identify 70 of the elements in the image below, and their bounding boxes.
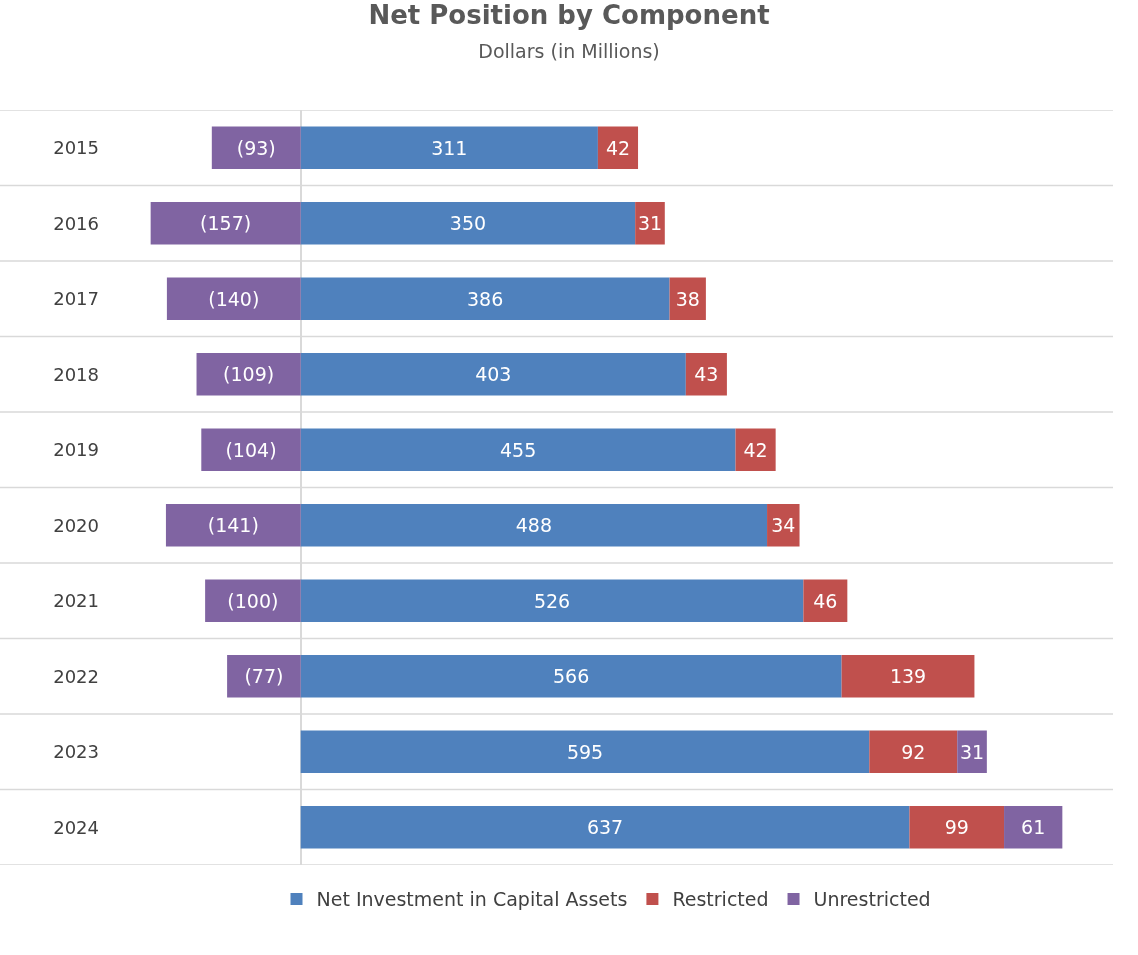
data-label: 139 (889, 665, 927, 688)
chart-subtitle: Dollars (in Millions) (478, 39, 660, 62)
y-tick-label: 2016 (53, 212, 99, 234)
y-tick-label: 2021 (53, 590, 99, 612)
y-tick-label: 2024 (53, 816, 99, 838)
data-label: (157) (200, 212, 252, 235)
bar (227, 655, 301, 698)
data-label: 526 (533, 589, 571, 612)
data-label: (140) (208, 287, 260, 310)
data-label: 311 (431, 136, 468, 159)
bar (300, 126, 598, 169)
bar (211, 126, 301, 169)
bar (205, 579, 301, 622)
bar (803, 579, 848, 622)
y-tick-label: 2023 (53, 741, 99, 763)
bar (1004, 806, 1063, 849)
bar (735, 428, 776, 471)
bar (300, 655, 842, 698)
data-label: 403 (475, 363, 512, 386)
bar (869, 730, 958, 773)
bar (909, 806, 1005, 849)
data-label: (100) (227, 589, 279, 612)
data-label: (77) (244, 665, 284, 688)
data-label: 31 (959, 740, 985, 763)
chart-title: Net Position by Component (368, 0, 770, 30)
data-label: (93) (236, 136, 276, 159)
data-label: 46 (813, 589, 838, 612)
data-label: (109) (223, 363, 275, 386)
data-label: 386 (467, 287, 504, 310)
data-label: 61 (1021, 816, 1046, 839)
bar (165, 504, 301, 547)
data-label: 566 (553, 665, 590, 688)
y-tick-label: 2022 (53, 665, 99, 687)
y-tick-label: 2018 (53, 363, 99, 385)
bar (166, 277, 301, 320)
bar (300, 579, 804, 622)
data-label: 42 (605, 136, 631, 159)
data-label: 637 (586, 816, 624, 839)
legend-label: Net Investment in Capital Assets (316, 888, 628, 911)
data-label: 595 (566, 740, 604, 763)
legend-label: Restricted (672, 888, 769, 911)
bar (300, 806, 910, 849)
data-label: 488 (515, 514, 552, 537)
bar (150, 202, 301, 245)
legend-label: Unrestricted (813, 888, 931, 911)
bar (201, 428, 301, 471)
bar (300, 730, 870, 773)
data-label: 34 (771, 514, 796, 537)
data-label: (141) (207, 514, 259, 537)
data-label: 455 (499, 438, 537, 461)
y-tick-label: 2015 (53, 137, 99, 159)
bar (196, 353, 301, 396)
bar (300, 277, 670, 320)
data-label: 92 (901, 740, 926, 763)
bar (300, 428, 736, 471)
bar (300, 202, 636, 245)
y-tick-label: 2017 (53, 288, 99, 310)
bar (841, 655, 975, 698)
data-label: (104) (225, 438, 277, 461)
bar (300, 504, 768, 547)
data-label: 31 (637, 212, 663, 235)
y-tick-label: 2020 (53, 514, 99, 536)
bar (300, 353, 686, 396)
y-tick-label: 2019 (53, 439, 99, 461)
data-label: 99 (944, 816, 969, 839)
data-label: 42 (743, 438, 768, 461)
data-label: 38 (675, 287, 700, 310)
data-label: 43 (694, 363, 719, 386)
data-label: 350 (449, 212, 487, 235)
bar (685, 353, 727, 396)
